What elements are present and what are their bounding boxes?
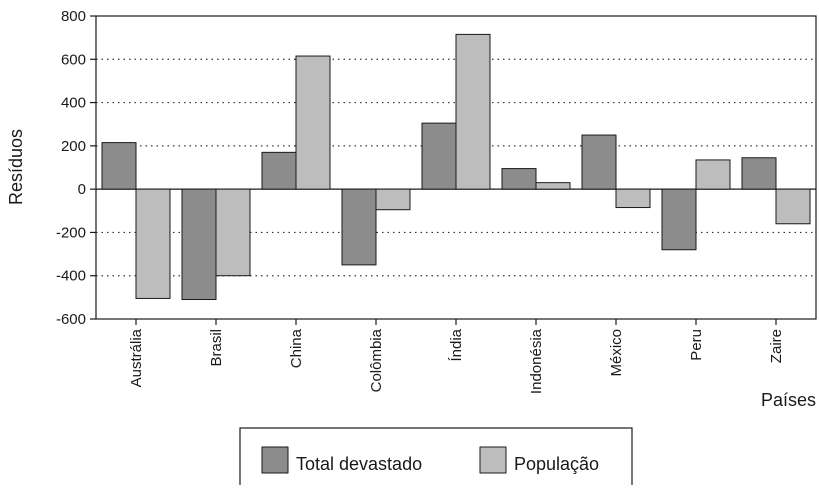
x-axis-label: Países <box>761 390 816 410</box>
bar-populacao <box>535 182 571 190</box>
x-tick-label: China <box>288 328 305 368</box>
x-tick-label: Indonésia <box>528 328 545 394</box>
y-tick-label: 0 <box>78 181 86 198</box>
bar-populacao <box>615 188 651 209</box>
x-axis-ticks: Austrália Brasil China Colômbia Índia Indonés… <box>128 319 785 394</box>
bar-total-devastado <box>741 157 777 190</box>
x-tick-label: Colômbia <box>368 328 385 392</box>
bars <box>101 33 811 301</box>
bar-total-devastado <box>341 188 377 266</box>
y-tick-label: 800 <box>61 8 86 25</box>
x-tick-label: México <box>608 329 625 377</box>
bar-populacao <box>135 188 171 299</box>
bar-populacao <box>695 159 731 190</box>
y-tick-label: -200 <box>56 224 86 241</box>
legend: Total devastado População <box>239 427 633 489</box>
x-tick-label: Peru <box>688 329 705 361</box>
y-tick-label: 600 <box>61 51 86 68</box>
y-tick-label: -600 <box>56 311 86 328</box>
bar-populacao <box>775 188 811 225</box>
legend-swatch <box>479 446 507 474</box>
x-tick-label: Austrália <box>128 328 145 387</box>
y-axis-ticks: 800 600 400 200 0 -200 -400 -600 <box>56 8 96 328</box>
bar-populacao <box>295 55 331 190</box>
bar-populacao <box>375 188 411 211</box>
bar-populacao <box>215 188 251 277</box>
legend-box <box>239 427 633 489</box>
legend-swatch <box>261 446 289 474</box>
y-axis-label: Resíduos <box>6 129 26 205</box>
legend-label: Total devastado <box>296 454 422 474</box>
legend-label: População <box>514 454 599 474</box>
bar-populacao <box>455 33 491 190</box>
x-tick-label: Índia <box>448 328 465 361</box>
y-tick-label: 200 <box>61 138 86 155</box>
x-tick-label: Brasil <box>208 329 225 367</box>
y-tick-label: 400 <box>61 95 86 112</box>
bar-total-devastado <box>421 122 457 190</box>
bar-total-devastado <box>581 134 617 190</box>
bar-total-devastado <box>661 188 697 251</box>
x-tick-label: Zaire <box>768 329 785 363</box>
bar-total-devastado <box>501 168 537 190</box>
bar-total-devastado <box>261 151 297 190</box>
bar-total-devastado <box>181 188 217 301</box>
y-tick-label: -400 <box>56 268 86 285</box>
bar-total-devastado <box>101 142 137 190</box>
